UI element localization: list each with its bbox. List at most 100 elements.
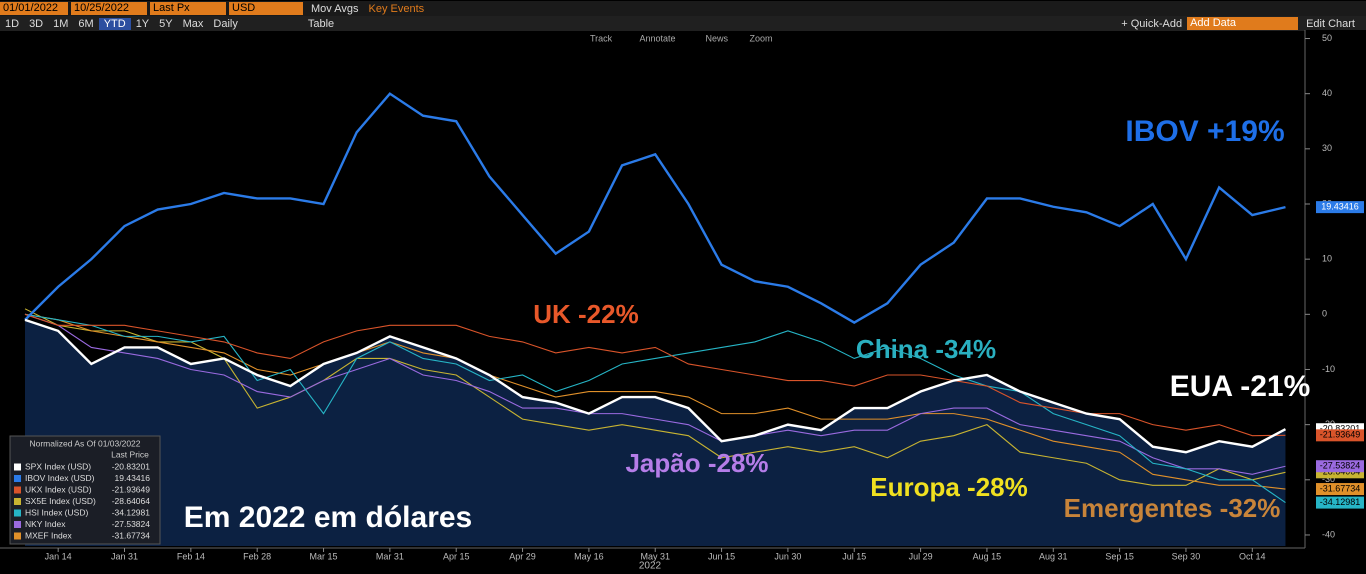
chart-tool: News: [706, 33, 729, 43]
key-events[interactable]: Key Events: [368, 2, 425, 15]
x-tick-label: Sep 15: [1105, 551, 1134, 561]
series-line: [24, 308, 1286, 486]
y-tick-label: 0: [1322, 309, 1327, 319]
ranges: 1D 3D 1M 6M YTD 1Y 5Y Max: [0, 17, 208, 30]
annotation: IBOV +19%: [1125, 115, 1284, 148]
price-tag: [1316, 483, 1364, 496]
annotation: Emergentes -32%: [1064, 493, 1281, 523]
x-tick-label: Jun 15: [708, 551, 735, 561]
start-date[interactable]: 01/01/2022: [0, 2, 68, 15]
price-tag-label: -20.83201: [1320, 424, 1361, 434]
legend-swatch: [14, 521, 21, 528]
range-button[interactable]: YTD: [98, 17, 131, 30]
legend-swatch: [14, 532, 21, 540]
x-tick-label: Apr 29: [509, 551, 536, 561]
legend-label: MXEF Index: [25, 530, 73, 540]
legend-value: -21.93649: [112, 484, 151, 494]
range-button[interactable]: 6M: [78, 17, 94, 30]
price-tag: [1316, 201, 1364, 214]
x-tick-label: Jul 15: [842, 551, 866, 561]
end-date[interactable]: 10/25/2022: [71, 2, 147, 15]
y-tick-label: 10: [1322, 254, 1332, 264]
x-tick-label: Feb 28: [243, 551, 271, 561]
y-tick-label: 40: [1322, 88, 1332, 98]
x-tick-label: Jul 29: [909, 551, 933, 561]
y-tick-label: -30: [1322, 474, 1335, 484]
legend-title: Normalized As Of 01/03/2022: [29, 438, 140, 448]
x-tick-label: Apr 15: [443, 551, 470, 561]
legend-label: IBOV Index (USD): [25, 473, 95, 483]
series-line: [24, 313, 1286, 437]
legend-box: [9, 435, 161, 545]
legend-swatch: [14, 509, 21, 517]
range-button[interactable]: Max: [182, 17, 204, 30]
price-tag-label: 19.43416: [1321, 201, 1359, 211]
legend-swatch: [14, 486, 21, 494]
range-button[interactable]: 5Y: [159, 17, 173, 30]
y-tick-label: -40: [1322, 529, 1335, 539]
chart-tool: Annotate: [640, 33, 676, 43]
x-year: 2022: [639, 561, 662, 572]
series-line: [24, 313, 1286, 504]
currency[interactable]: USD: [229, 2, 303, 15]
x-tick-label: Mar 31: [376, 551, 404, 561]
toolbar: 01/01/2022 10/25/2022 Last Px USD Mov Av…: [0, 1, 1366, 16]
series-line: [24, 92, 1286, 324]
legend-label: UKX Index (USD): [25, 484, 92, 494]
legend-label: SX5E Index (USD): [25, 496, 96, 506]
price-tag-label: -21.93649: [1320, 430, 1361, 440]
x-tick-label: Feb 14: [177, 551, 205, 561]
x-tick-label: Mar 15: [310, 551, 338, 561]
series-line: [24, 313, 1286, 475]
add-data[interactable]: Add Data: [1187, 17, 1299, 30]
legend-value: -31.67734: [112, 530, 151, 540]
legend-swatch: [14, 498, 21, 505]
table[interactable]: Table: [307, 17, 335, 30]
legend-value: -27.53824: [112, 519, 151, 529]
legend-label: SPX Index (USD): [25, 461, 91, 471]
x-tick-label: May 31: [640, 551, 670, 561]
range-button[interactable]: 1D: [5, 17, 20, 30]
annotation: Em 2022 em dólares: [184, 501, 473, 534]
period[interactable]: Daily: [213, 17, 238, 30]
annotation: EUA -21%: [1170, 370, 1311, 403]
price-tag-label: -34.12981: [1320, 497, 1361, 507]
price-tag: [1316, 429, 1364, 442]
x-tick-label: Jan 31: [111, 551, 138, 561]
price-tag: [1316, 496, 1364, 509]
price-tag-label: -31.67734: [1320, 483, 1361, 493]
y-tick-label: -10: [1322, 364, 1335, 374]
annotation: Europa -28%: [870, 472, 1028, 502]
annotation: Japão -28%: [625, 448, 768, 478]
range-button[interactable]: 3D: [29, 17, 44, 30]
chart-tool: Track: [590, 33, 613, 43]
legend-subtitle: Last Price: [111, 449, 149, 459]
legend-value: -28.64064: [112, 496, 151, 506]
x-tick-label: Sep 30: [1172, 551, 1201, 561]
x-tick-label: Oct 14: [1239, 551, 1266, 561]
series-line: [24, 313, 1286, 490]
range-button[interactable]: 1M: [53, 17, 69, 30]
legend-value: -20.83201: [112, 461, 151, 471]
x-tick-label: Jan 14: [45, 551, 72, 561]
annotation: China -34%: [856, 334, 996, 364]
legend-value: 19.43416: [115, 473, 151, 483]
legend-label: NKY Index: [25, 519, 66, 529]
field[interactable]: Last Px: [150, 2, 226, 15]
quick-add[interactable]: + Quick-Add: [1121, 17, 1183, 30]
area: [25, 319, 1286, 546]
price-tag-label: -27.53824: [1320, 461, 1361, 471]
mov-avgs[interactable]: Mov Avgs: [311, 2, 359, 15]
y-tick-label: 50: [1322, 33, 1332, 43]
edit-chart[interactable]: Edit Chart: [1306, 17, 1355, 30]
legend-value: -34.12981: [112, 507, 151, 517]
price-tag: [1316, 460, 1364, 473]
range-bar: 1D 3D 1M 6M YTD 1Y 5Y Max Daily Table + Quick-A…: [0, 16, 1366, 31]
legend-label: HSI Index (USD): [25, 507, 88, 517]
legend-swatch: [14, 475, 21, 482]
annotation: UK -22%: [533, 299, 638, 329]
chart-tool: Zoom: [750, 33, 773, 43]
range-button[interactable]: 1Y: [135, 17, 150, 30]
